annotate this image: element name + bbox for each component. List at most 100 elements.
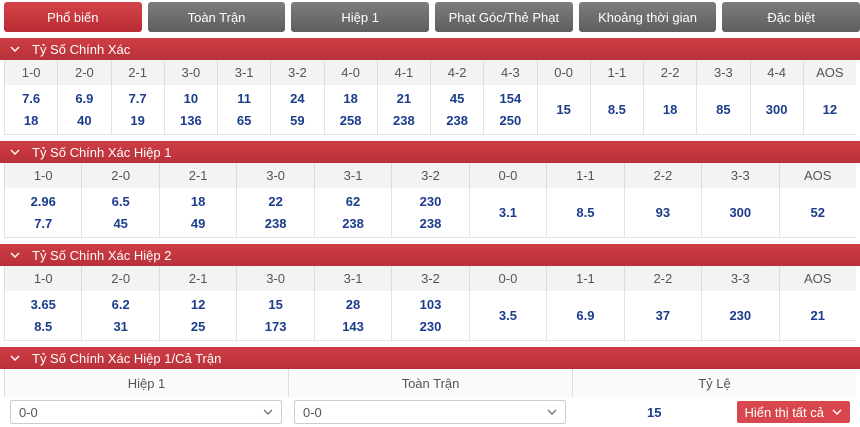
score-label: 1-0 <box>4 266 81 291</box>
odds-cell[interactable]: 7.6 18 <box>4 85 58 135</box>
odds-cell[interactable]: 52 <box>778 188 856 238</box>
score-label: 4-4 <box>749 60 803 85</box>
score-select[interactable]: 0-0 <box>10 400 282 424</box>
odds-value: 230 <box>419 319 442 335</box>
odds-value: 300 <box>765 102 788 117</box>
odds-cell[interactable]: 230 <box>701 291 779 341</box>
odds-value: 6.9 <box>576 308 595 323</box>
odds-value: 300 <box>729 205 752 220</box>
score-label: 4-1 <box>376 60 430 85</box>
odds-value: 31 <box>113 319 128 335</box>
odds-value: 6.9 <box>75 90 94 106</box>
score-label: 3-0 <box>163 60 217 85</box>
odds-value: 21 <box>396 90 412 106</box>
odds-cell[interactable]: 6.2 31 <box>81 291 159 341</box>
odds-cell[interactable]: 6.5 45 <box>81 188 159 238</box>
odds-cell[interactable]: 103 230 <box>391 291 469 341</box>
section-header[interactable]: Tỷ Số Chính Xác Hiệp 1 <box>0 141 860 163</box>
odds-value: 143 <box>342 319 364 335</box>
odds-cell[interactable]: 21 <box>778 291 856 341</box>
tab-bar: Phổ biến Toàn Trận Hiệp 1 Phạt Góc/Thẻ Phạt… <box>0 0 860 32</box>
odds-value: 18 <box>190 193 206 209</box>
odds-value: 28 <box>345 296 361 312</box>
score-select[interactable]: 0-0 <box>294 400 566 424</box>
odds-cell[interactable]: 300 <box>701 188 779 238</box>
odds-cell[interactable]: 2.96 7.7 <box>4 188 82 238</box>
section-header[interactable]: Tỷ Số Chính Xác Hiệp 2 <box>0 244 860 266</box>
select-value: 0-0 <box>19 404 38 420</box>
score-label: 4-3 <box>483 60 536 85</box>
odds-cell[interactable]: 3.1 <box>468 188 547 238</box>
tab[interactable]: Đặc biệt <box>722 2 860 32</box>
odds-cell[interactable]: 12 25 <box>158 291 237 341</box>
odds-cell[interactable]: 85 <box>696 85 750 135</box>
odds-value: 45 <box>113 216 128 232</box>
chevron-icon <box>10 355 20 361</box>
odds-value: 62 <box>345 193 361 209</box>
odds-cell[interactable]: 93 <box>623 188 702 238</box>
odds-cell[interactable]: 6.9 <box>546 291 624 341</box>
chevron-icon <box>10 149 20 155</box>
header-row: 1-0 2-0 2-1 3-0 3-1 3-2 0-0 1-1 2-2 3-3 AOS <box>4 163 856 188</box>
tab[interactable]: Toàn Trận <box>147 2 286 32</box>
odds-cell[interactable]: 230 238 <box>391 188 469 238</box>
odds-cell[interactable]: 24 59 <box>270 85 324 135</box>
odds-value: 8.5 <box>607 102 626 117</box>
section-title: Tỷ Số Chính Xác Hiệp 2 <box>32 247 172 263</box>
odds-cell[interactable]: 45 238 <box>430 85 484 135</box>
odds-cell[interactable]: 154 250 <box>483 85 537 135</box>
score-label: 2-2 <box>643 60 696 85</box>
odds-cell[interactable]: 11 65 <box>217 85 271 135</box>
odds-value: 238 <box>264 216 287 232</box>
tab[interactable]: Hiệp 1 <box>291 2 430 32</box>
odds-cell[interactable]: 15 173 <box>236 291 314 341</box>
tab[interactable]: Khoảng thời gian <box>578 2 717 32</box>
odds-value: 11 <box>237 90 251 106</box>
odds-cell[interactable]: 300 <box>749 85 803 135</box>
odds-cell[interactable]: 8.5 <box>589 85 643 135</box>
select-row: 0-0 0-0 15 Hiển thị tất cả <box>4 397 856 427</box>
score-label: 2-0 <box>57 60 110 85</box>
odds-cell[interactable]: 12 <box>802 85 856 135</box>
score-label: 2-2 <box>623 266 701 291</box>
chevron-icon <box>832 409 842 415</box>
odds-cell[interactable]: 6.9 40 <box>57 85 111 135</box>
score-label: AOS <box>778 266 856 291</box>
odds-cell[interactable]: 62 238 <box>313 188 392 238</box>
section-header[interactable]: Tỷ Số Chính Xác <box>0 38 860 60</box>
odds-cell[interactable]: 7.7 19 <box>110 85 164 135</box>
odds-value: 18 <box>662 102 678 117</box>
show-all-button[interactable]: Hiển thị tất cả <box>736 401 850 423</box>
tab[interactable]: Phổ biến <box>4 2 142 32</box>
odds-cell[interactable]: 8.5 <box>546 188 624 238</box>
odds-cell[interactable]: 3.65 8.5 <box>4 291 82 341</box>
score-label: AOS <box>778 163 856 188</box>
odds-cell[interactable]: 37 <box>623 291 702 341</box>
odds-value: 45 <box>449 90 465 106</box>
odds-cell[interactable]: 18 49 <box>158 188 237 238</box>
section-header[interactable]: Tỷ Số Chính Xác Hiệp 1/Cả Trận <box>0 347 860 369</box>
odds-cell[interactable]: 18 <box>643 85 697 135</box>
score-label: 0-0 <box>536 60 590 85</box>
odds-row: 3.65 8.5 6.2 31 12 25 15 173 28 143 103 230 3.5 6.9 37… <box>4 291 856 341</box>
tab[interactable]: Phạt Góc/Thẻ Phạt <box>435 2 573 32</box>
button-label: Hiển thị tất cả <box>744 404 825 420</box>
odds-value: 230 <box>729 308 752 323</box>
odds-cell[interactable]: 18 258 <box>323 85 377 135</box>
score-label: 4-2 <box>430 60 483 85</box>
odds-cell[interactable]: 21 238 <box>376 85 430 135</box>
odds-value: 238 <box>342 216 364 232</box>
odds-cell[interactable]: 10 136 <box>163 85 217 135</box>
odds-value: 93 <box>655 205 671 220</box>
odds-value: 40 <box>77 113 92 129</box>
odds-cell[interactable]: 3.5 <box>468 291 547 341</box>
odds-cell[interactable]: 28 143 <box>313 291 392 341</box>
score-label: 3-1 <box>217 60 270 85</box>
header-row: Hiệp 1 Toàn Trận Tỷ Lệ <box>4 369 856 397</box>
odds-value: 15 <box>556 102 571 117</box>
score-label: 2-2 <box>623 163 701 188</box>
odds-cell[interactable]: 22 238 <box>236 188 314 238</box>
odds-cell[interactable]: 15 <box>536 85 590 135</box>
score-label: 2-0 <box>81 266 158 291</box>
odds-value: 19 <box>130 113 145 129</box>
